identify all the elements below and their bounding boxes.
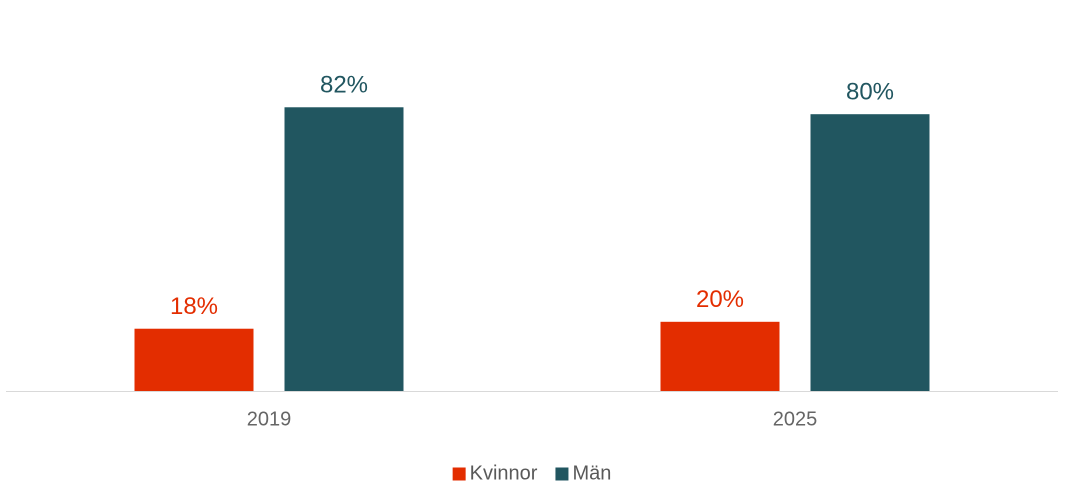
bar [134,328,254,391]
value-label: 18% [170,293,218,320]
legend-swatch [452,467,466,481]
bar [284,107,404,391]
bar [660,321,780,391]
x-tick-label: 2025 [773,408,818,430]
value-label: 20% [696,286,744,313]
legend-label: Kvinnor [470,462,538,484]
bar [810,114,930,391]
legend-label: Män [572,462,611,484]
legend-swatch [555,467,569,481]
x-tick-label: 2019 [247,408,292,430]
value-label: 80% [846,79,894,106]
value-label: 82% [320,72,368,99]
